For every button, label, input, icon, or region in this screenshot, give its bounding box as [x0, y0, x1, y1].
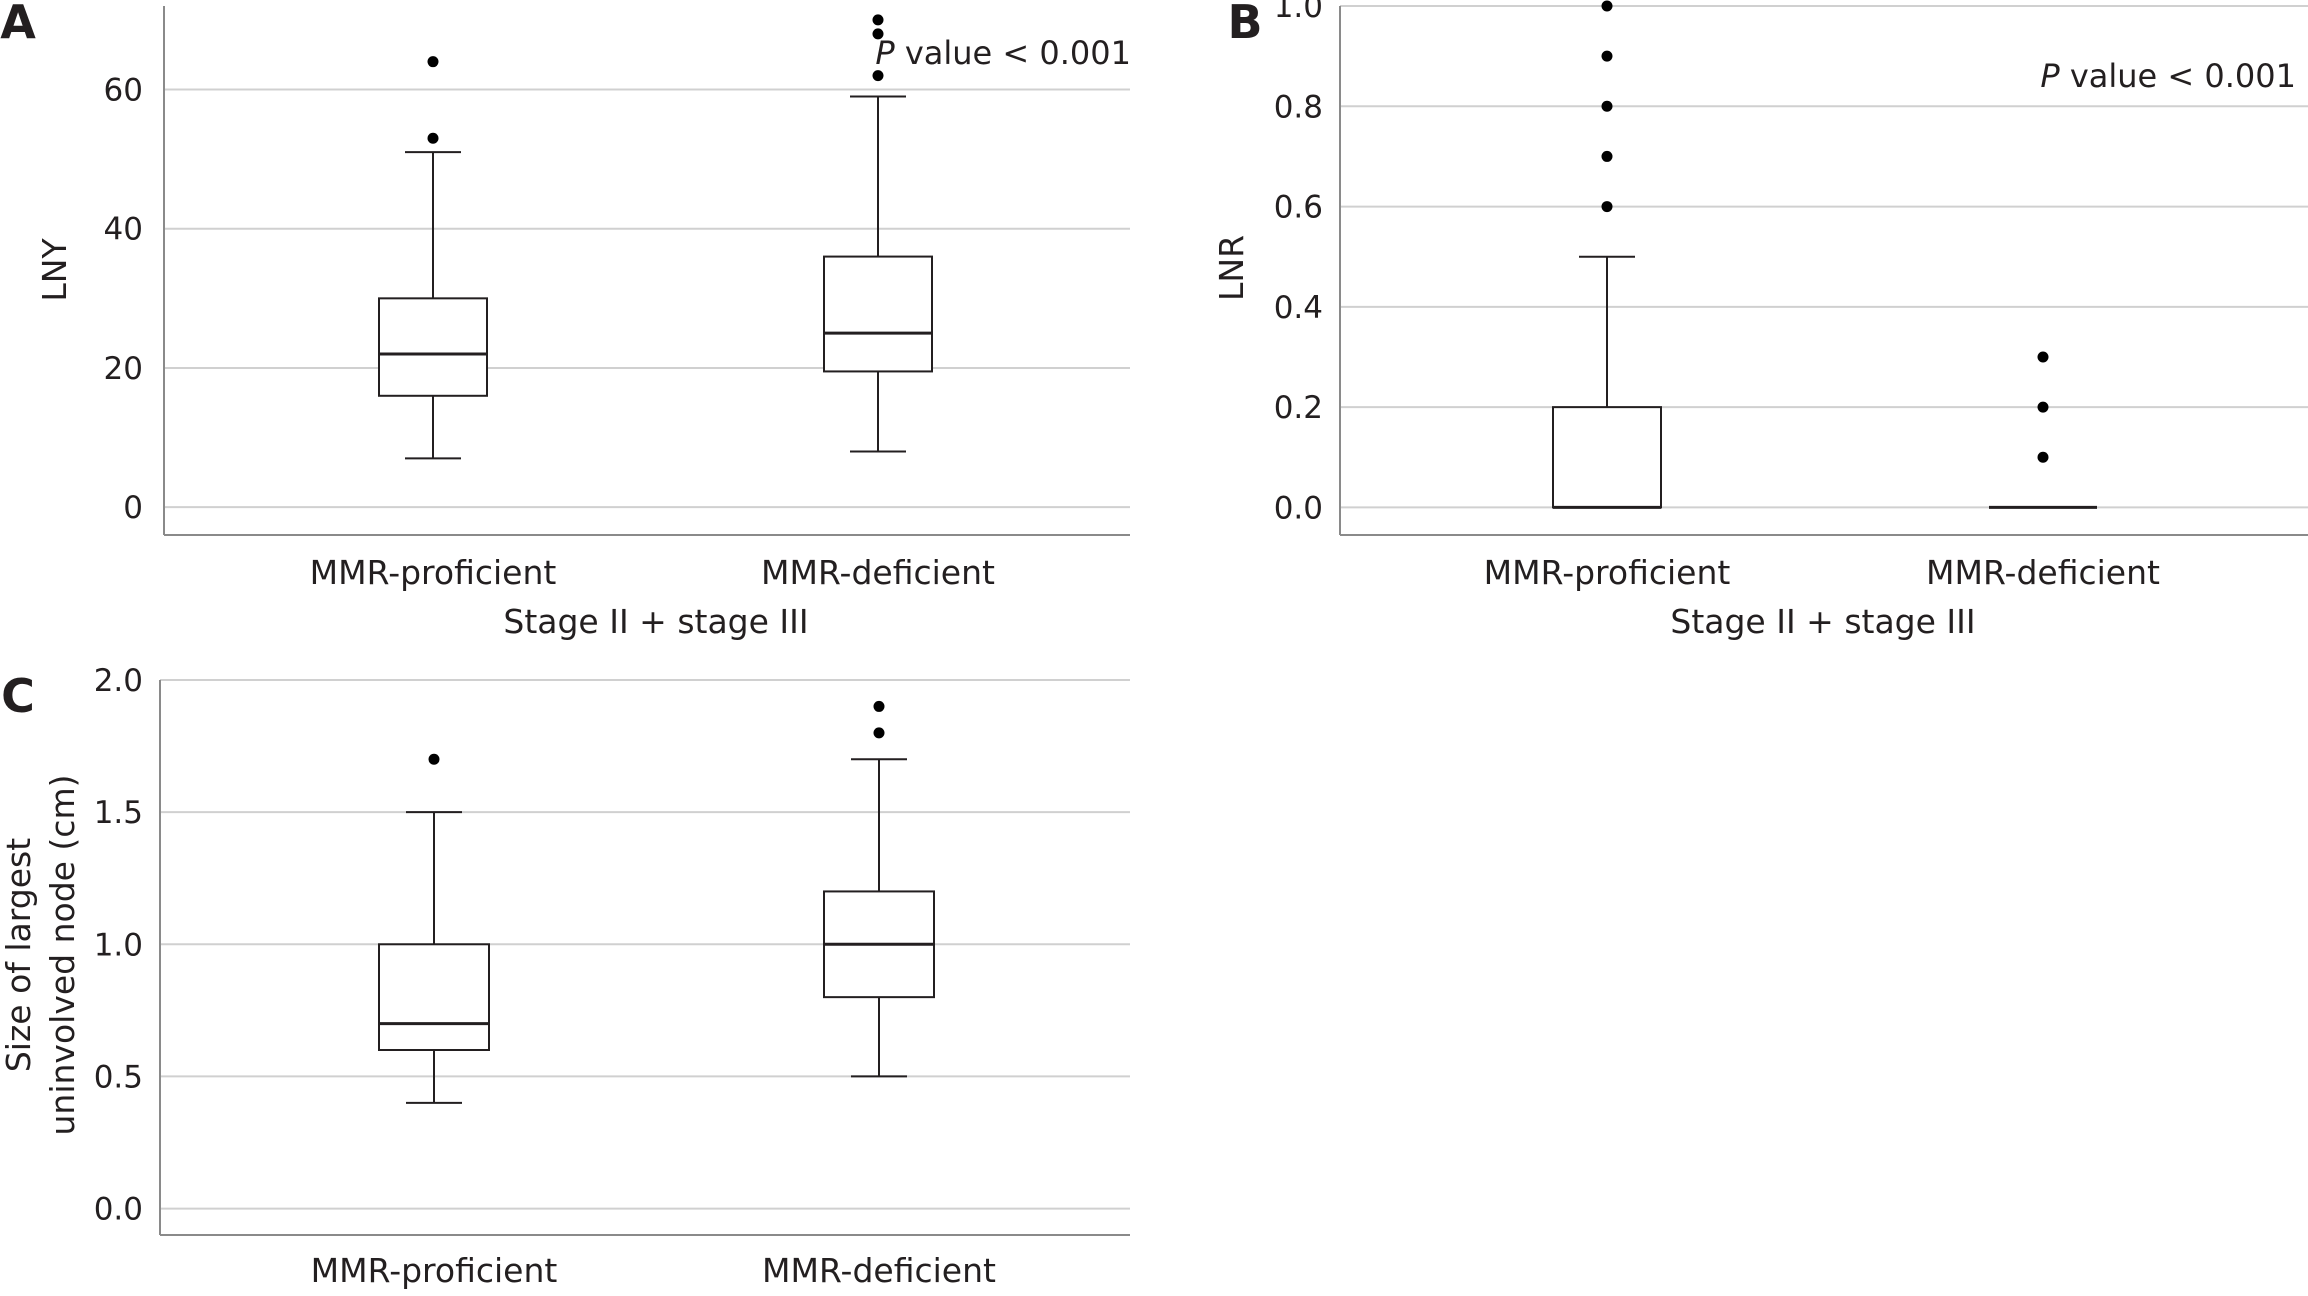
outlier-point — [1601, 201, 1613, 213]
p-italic: P — [875, 34, 895, 72]
outlier-point — [2037, 401, 2049, 413]
outlier-point — [872, 70, 884, 82]
y-tick-label: 20 — [104, 351, 143, 387]
box-mmr-proficient — [378, 753, 490, 1104]
box-mmr-proficient — [1552, 0, 1662, 509]
p-value-annotation: P value < 0.001 — [875, 34, 1131, 72]
y-axis-title-line: uninvolved node (cm) — [43, 775, 82, 1136]
box-iqr — [378, 297, 488, 397]
y-tick-label: 0.6 — [1274, 190, 1323, 226]
y-tick-label: 0 — [123, 490, 143, 526]
chart-panel-b: 0.0 0.2 0.4 0.6 0.8 1.0 MMR-proficient MMR-defi… — [1212, 0, 2308, 641]
x-category-label: MMR-proficient — [311, 1251, 558, 1290]
y-tick-label: 1.0 — [94, 927, 143, 963]
x-axis-title: Stage II + stage III — [1670, 602, 1975, 641]
box-iqr — [1552, 406, 1662, 509]
outlier-point — [1601, 50, 1613, 62]
outlier-point — [873, 727, 885, 739]
y-tick-label: 0.4 — [1274, 290, 1323, 326]
y-tick-label: 0.2 — [1274, 390, 1323, 426]
y-axis-title: Size of largest uninvolved node (cm) — [0, 775, 82, 1136]
x-category-label: MMR-deficient — [1926, 553, 2160, 592]
x-category-label: MMR-proficient — [1484, 553, 1731, 592]
y-tick-label: 0.5 — [94, 1059, 143, 1095]
y-tick-label: 1.0 — [1274, 0, 1323, 25]
y-tick-label: 0.8 — [1274, 89, 1323, 125]
p-italic: P — [2040, 57, 2060, 95]
box-mmr-deficient — [823, 700, 935, 1078]
y-tick-label: 1.5 — [94, 795, 143, 831]
y-axis-title: LNY — [35, 238, 74, 302]
panel-label: B — [1227, 0, 1262, 49]
outlier-point — [872, 14, 884, 26]
outlier-point — [428, 753, 440, 765]
outlier-point — [2037, 451, 2049, 463]
y-tick-label: 60 — [104, 73, 143, 109]
y-tick-label: 0.0 — [1274, 490, 1323, 526]
panel-label: C — [1, 669, 35, 723]
outlier-point — [1601, 150, 1613, 162]
box-mmr-deficient — [1989, 351, 2097, 509]
x-category-label: MMR-proficient — [310, 553, 557, 592]
box-mmr-deficient — [823, 14, 933, 453]
y-axis-title-line: Size of largest — [0, 838, 38, 1072]
p-value-annotation: P value < 0.001 — [2040, 57, 2296, 95]
x-axis-title: Stage II + stage III — [503, 602, 808, 641]
outlier-point — [427, 56, 439, 68]
x-category-label: MMR-deficient — [761, 553, 995, 592]
y-tick-label: 2.0 — [94, 663, 143, 699]
outlier-point — [872, 28, 884, 40]
box-mmr-proficient — [378, 56, 488, 460]
outlier-point — [427, 132, 439, 144]
panel-label: A — [0, 0, 36, 49]
outlier-point — [2037, 351, 2049, 363]
y-axis-title: LNR — [1212, 235, 1251, 301]
y-tick-label: 0.0 — [94, 1192, 143, 1228]
outlier-point — [1601, 0, 1613, 12]
box-iqr — [823, 255, 933, 373]
box-iqr — [378, 943, 490, 1051]
y-tick-label: 40 — [104, 212, 143, 248]
x-category-label: MMR-deficient — [762, 1251, 996, 1290]
outlier-point — [1601, 100, 1613, 112]
outlier-point — [873, 700, 885, 712]
chart-panel-c: 0.0 0.5 1.0 1.5 2.0 MMR-proficient MMR-deficie… — [0, 663, 1130, 1290]
chart-panel-a: 0 20 40 60 MMR-proficient MMR-deficient Stage … — [0, 0, 1131, 641]
p-value-text: value < 0.001 — [895, 34, 1131, 72]
p-value-text: value < 0.001 — [2060, 57, 2296, 95]
